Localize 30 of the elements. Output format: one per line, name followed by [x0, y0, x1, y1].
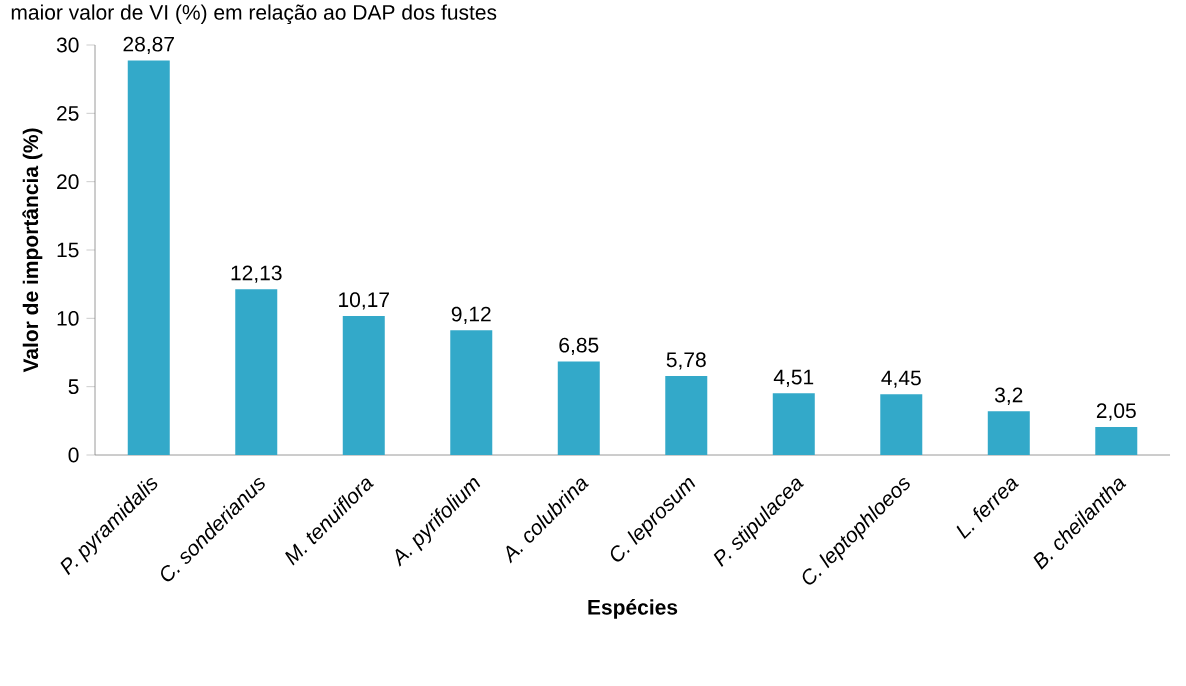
data-label: 2,05 [1096, 403, 1136, 421]
bar [127, 60, 170, 455]
bar [557, 361, 600, 455]
data-label: 28,87 [123, 36, 174, 55]
data-label: 4,51 [773, 369, 814, 387]
bar [450, 330, 493, 455]
y-axis-title: Valor de importância (%) [22, 128, 43, 373]
y-tick-label: 10 [57, 310, 79, 326]
data-label: 3,2 [994, 387, 1023, 405]
bar [772, 393, 815, 455]
y-tick-label: 0 [68, 447, 79, 463]
text: maior valor de VI (%) em relação ao DAP dos fustes [11, 4, 497, 25]
bar [880, 394, 923, 455]
bar [1095, 426, 1138, 455]
data-label: 12,13 [231, 265, 282, 283]
y-tick-label: 15 [57, 242, 79, 258]
y-tick-label: 20 [57, 174, 79, 190]
x-axis-title: Espécies [588, 599, 678, 619]
y-tick-label: 30 [56, 37, 79, 53]
data-label: 5,78 [666, 352, 706, 370]
data-label: 6,85 [559, 337, 599, 355]
bar [235, 289, 278, 455]
y-tick-label: 5 [68, 379, 79, 395]
bar [665, 376, 708, 455]
bar [987, 411, 1030, 455]
y-tick-label: 25 [57, 105, 79, 121]
bar [342, 316, 385, 455]
data-label: 10,17 [339, 292, 389, 310]
data-label: 4,45 [881, 370, 921, 388]
data-label: 9,12 [451, 306, 491, 324]
